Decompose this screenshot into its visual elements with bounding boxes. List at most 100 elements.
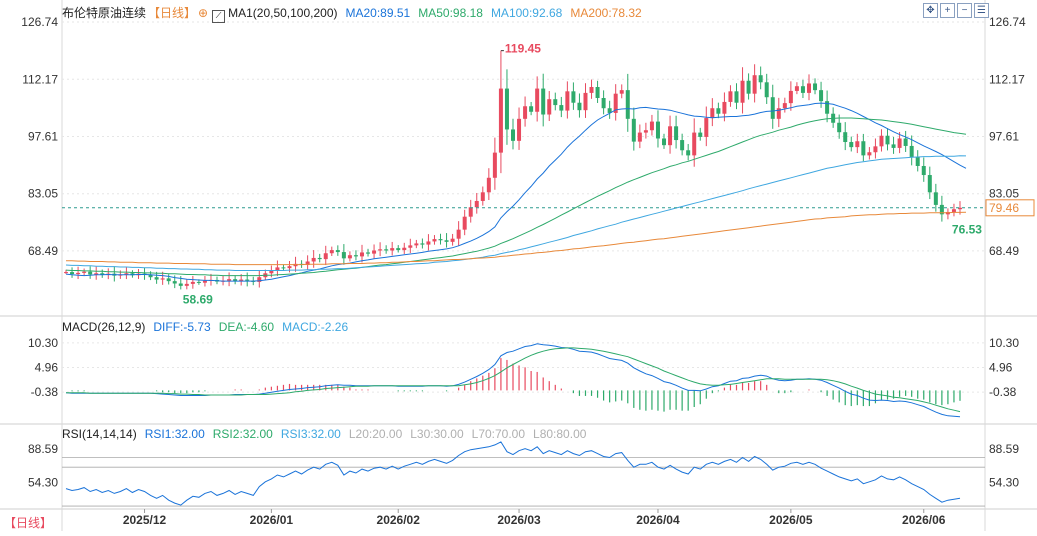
- candle-body: [686, 150, 691, 156]
- candle-body: [547, 99, 552, 115]
- candle-body: [571, 91, 576, 103]
- x-tick-label: 2026/04: [636, 513, 680, 527]
- candle-body: [269, 270, 274, 274]
- x-tick-label: 2026/02: [377, 513, 421, 527]
- candle-body: [601, 98, 606, 109]
- candle-body: [100, 273, 105, 275]
- candle-body: [432, 239, 437, 242]
- candle-body: [233, 279, 238, 282]
- macd-y-tick-right: -0.38: [989, 385, 1017, 399]
- price-y-tick-left: 83.05: [28, 187, 58, 201]
- settings-icon[interactable]: ⊕: [198, 6, 209, 20]
- candle-body: [474, 200, 479, 208]
- rsi-y-tick-right: 54.30: [989, 475, 1019, 489]
- rsi-y-tick-left: 54.30: [28, 475, 58, 489]
- candle-body: [710, 108, 715, 119]
- candle-body: [933, 192, 938, 205]
- candle-body: [903, 138, 908, 146]
- candle-body: [559, 105, 564, 111]
- candle-body: [402, 247, 407, 251]
- candle-body: [456, 229, 461, 239]
- move-icon[interactable]: ✥: [923, 3, 938, 18]
- candle-body: [625, 90, 630, 119]
- candle-body: [317, 257, 322, 260]
- candle-body: [655, 121, 660, 139]
- x-tick-label: 2025/12: [123, 513, 167, 527]
- candle-body: [734, 91, 739, 103]
- candle-body: [668, 126, 673, 146]
- rsi-l70: L70:70.00: [471, 427, 526, 441]
- zoom-in-icon[interactable]: +: [940, 3, 955, 18]
- period-tag[interactable]: 【日线】: [148, 6, 197, 20]
- candle-body: [740, 80, 745, 103]
- candle-body: [794, 86, 799, 91]
- candle-body: [311, 257, 316, 262]
- x-tick-label: 2026/03: [497, 513, 541, 527]
- candle-body: [511, 129, 515, 141]
- high-annotation: 119.45: [505, 42, 541, 56]
- rsi-l20: L20:20.00: [348, 427, 403, 441]
- ma20-line: [65, 102, 967, 282]
- ma50-line: [65, 117, 967, 277]
- price-legend: 布伦特原油连续 【日线】 ⊕ ⟋ MA1(20,50,100,200) MA20:89.5…: [62, 4, 650, 23]
- x-tick-label: 2026/05: [769, 513, 813, 527]
- zoom-out-icon[interactable]: −: [957, 3, 972, 18]
- candle-body: [323, 253, 328, 260]
- candle-body: [649, 121, 654, 131]
- candle-body: [492, 152, 497, 178]
- candle-body: [372, 250, 377, 254]
- rsi-label[interactable]: RSI(14,14,14): [62, 427, 137, 441]
- x-tick-label: 2026/01: [250, 513, 294, 527]
- macd-hist: MACD:-2.26: [282, 320, 349, 334]
- x-tick-label: 2026/06: [902, 513, 946, 527]
- candle-body: [94, 273, 99, 275]
- candle-body: [770, 97, 775, 119]
- candle-body: [178, 283, 183, 286]
- candle-body: [722, 101, 727, 114]
- candle-body: [390, 248, 395, 251]
- candle-body: [800, 86, 805, 93]
- candle-body: [239, 279, 244, 282]
- candle-body: [891, 144, 896, 148]
- candle-body: [813, 83, 818, 91]
- price-y-tick-right: 83.05: [989, 187, 1019, 201]
- candle-body: [444, 240, 449, 242]
- candle-body: [130, 273, 135, 276]
- candle-body: [523, 106, 528, 119]
- ma-label[interactable]: MA1(20,50,100,200): [228, 6, 338, 20]
- candle-body: [637, 132, 642, 142]
- candle-body: [958, 207, 962, 210]
- period-switch[interactable]: 【日线】: [4, 514, 52, 531]
- candle-body: [716, 108, 721, 114]
- ma20-value: MA20:89.51: [345, 6, 411, 20]
- price-y-tick-right: 126.74: [989, 15, 1026, 29]
- candle-body: [583, 92, 588, 111]
- candle-body: [915, 156, 920, 166]
- candle-body: [281, 267, 286, 269]
- settings-icon[interactable]: ☰: [974, 3, 989, 18]
- candle-body: [486, 177, 491, 193]
- candle-body: [305, 261, 310, 266]
- price-y-tick-right: 97.61: [989, 129, 1019, 143]
- candle-body: [148, 274, 153, 278]
- candle-body: [764, 82, 769, 98]
- candle-body: [674, 126, 679, 141]
- candle-body: [275, 267, 280, 271]
- candle-body: [450, 238, 455, 242]
- candle-body: [541, 88, 546, 115]
- candle-body: [359, 252, 364, 257]
- candle-body: [504, 88, 509, 130]
- candle-body: [825, 101, 830, 114]
- candle-body: [806, 83, 811, 93]
- macd-diff: DIFF:-5.73: [153, 320, 211, 334]
- candle-body: [595, 87, 600, 99]
- candle-body: [529, 106, 534, 112]
- rsi-y-tick-left: 88.59: [28, 442, 58, 456]
- macd-label[interactable]: MACD(26,12,9): [62, 320, 146, 334]
- ma100-value: MA100:92.68: [490, 6, 563, 20]
- macd-y-tick-right: 10.30: [989, 336, 1019, 350]
- candle-body: [643, 130, 648, 133]
- candle-body: [353, 255, 358, 257]
